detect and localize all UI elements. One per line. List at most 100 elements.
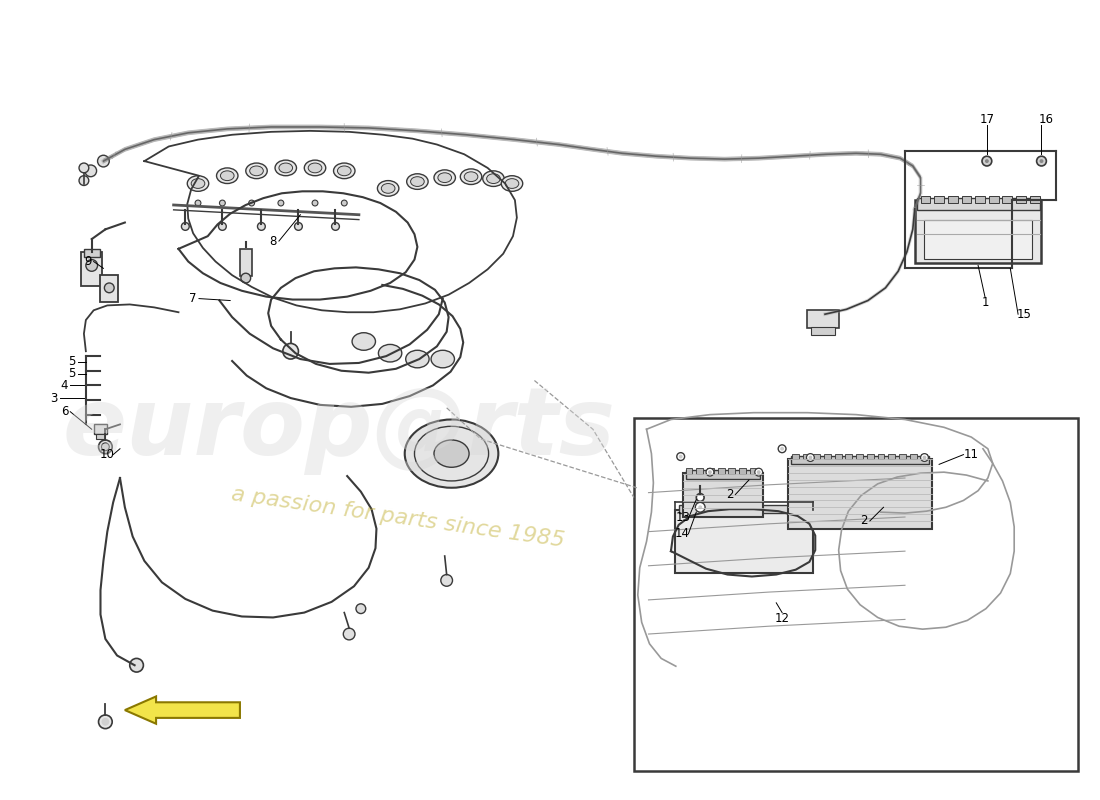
- Circle shape: [923, 455, 926, 459]
- Ellipse shape: [407, 174, 428, 190]
- Ellipse shape: [220, 171, 234, 181]
- Text: europ@rts: europ@rts: [63, 383, 616, 475]
- Text: 12: 12: [774, 612, 790, 625]
- Ellipse shape: [431, 350, 454, 368]
- Bar: [81, 252, 102, 286]
- Bar: [240, 249, 252, 276]
- Text: 2: 2: [860, 514, 868, 527]
- Circle shape: [706, 468, 714, 476]
- Circle shape: [695, 502, 705, 512]
- Ellipse shape: [217, 168, 238, 183]
- Circle shape: [101, 718, 109, 726]
- Bar: [803, 454, 810, 459]
- Circle shape: [257, 222, 265, 230]
- Circle shape: [780, 447, 784, 450]
- Text: 10: 10: [100, 448, 114, 461]
- Bar: [788, 458, 933, 529]
- Circle shape: [79, 176, 89, 186]
- Bar: [812, 327, 835, 334]
- Ellipse shape: [250, 166, 263, 176]
- Circle shape: [921, 454, 928, 462]
- Bar: [856, 454, 864, 459]
- Circle shape: [295, 222, 302, 230]
- Circle shape: [1040, 159, 1044, 163]
- Bar: [807, 310, 838, 328]
- Ellipse shape: [338, 166, 351, 176]
- Text: a passion for parts since 1985: a passion for parts since 1985: [230, 484, 565, 550]
- Bar: [921, 196, 931, 203]
- Circle shape: [808, 455, 812, 459]
- Circle shape: [806, 454, 814, 462]
- Bar: [750, 468, 757, 474]
- Circle shape: [98, 155, 109, 167]
- Circle shape: [249, 200, 254, 206]
- Circle shape: [755, 468, 762, 476]
- Circle shape: [101, 443, 109, 450]
- Ellipse shape: [308, 163, 322, 173]
- Ellipse shape: [505, 178, 519, 188]
- Ellipse shape: [305, 160, 326, 176]
- Ellipse shape: [406, 350, 429, 368]
- Ellipse shape: [245, 163, 267, 178]
- Circle shape: [104, 283, 114, 293]
- Ellipse shape: [333, 163, 355, 178]
- Bar: [683, 473, 762, 517]
- Text: 8: 8: [270, 234, 277, 247]
- Text: 3: 3: [50, 391, 57, 405]
- Bar: [679, 506, 810, 513]
- Circle shape: [984, 159, 989, 163]
- Circle shape: [220, 200, 225, 206]
- Bar: [921, 454, 927, 459]
- Ellipse shape: [352, 333, 375, 350]
- Ellipse shape: [502, 176, 522, 191]
- Text: 2: 2: [726, 488, 734, 501]
- Bar: [94, 424, 108, 434]
- Circle shape: [708, 470, 712, 474]
- Ellipse shape: [486, 174, 500, 183]
- Bar: [728, 468, 735, 474]
- Ellipse shape: [378, 345, 402, 362]
- Circle shape: [676, 453, 684, 461]
- Circle shape: [696, 494, 704, 502]
- Bar: [1030, 196, 1040, 203]
- Bar: [976, 196, 984, 203]
- Circle shape: [99, 440, 112, 454]
- Bar: [717, 468, 725, 474]
- Circle shape: [195, 200, 201, 206]
- Bar: [1016, 196, 1026, 203]
- Bar: [707, 468, 714, 474]
- Bar: [915, 200, 1042, 263]
- Bar: [910, 454, 916, 459]
- Circle shape: [219, 222, 227, 230]
- Bar: [916, 198, 1040, 210]
- Text: 16: 16: [1038, 113, 1054, 126]
- Bar: [813, 454, 821, 459]
- Text: 5: 5: [68, 367, 76, 380]
- Circle shape: [757, 470, 761, 474]
- FancyArrow shape: [125, 697, 240, 724]
- Ellipse shape: [434, 440, 469, 467]
- Bar: [948, 196, 958, 203]
- Bar: [1002, 196, 1012, 203]
- Bar: [696, 468, 703, 474]
- Bar: [889, 454, 895, 459]
- Text: 14: 14: [675, 527, 690, 540]
- Text: 4: 4: [60, 379, 68, 392]
- Bar: [867, 454, 873, 459]
- Ellipse shape: [187, 176, 209, 191]
- Bar: [989, 196, 999, 203]
- Bar: [824, 454, 830, 459]
- Bar: [84, 249, 99, 257]
- Bar: [791, 455, 930, 464]
- Ellipse shape: [438, 173, 451, 182]
- Circle shape: [331, 222, 340, 230]
- Bar: [739, 468, 746, 474]
- Circle shape: [343, 628, 355, 640]
- Circle shape: [283, 343, 298, 359]
- Circle shape: [79, 163, 89, 173]
- Circle shape: [356, 604, 365, 614]
- Ellipse shape: [275, 160, 297, 176]
- Text: 11: 11: [964, 448, 979, 461]
- Ellipse shape: [191, 178, 205, 188]
- Circle shape: [778, 445, 786, 453]
